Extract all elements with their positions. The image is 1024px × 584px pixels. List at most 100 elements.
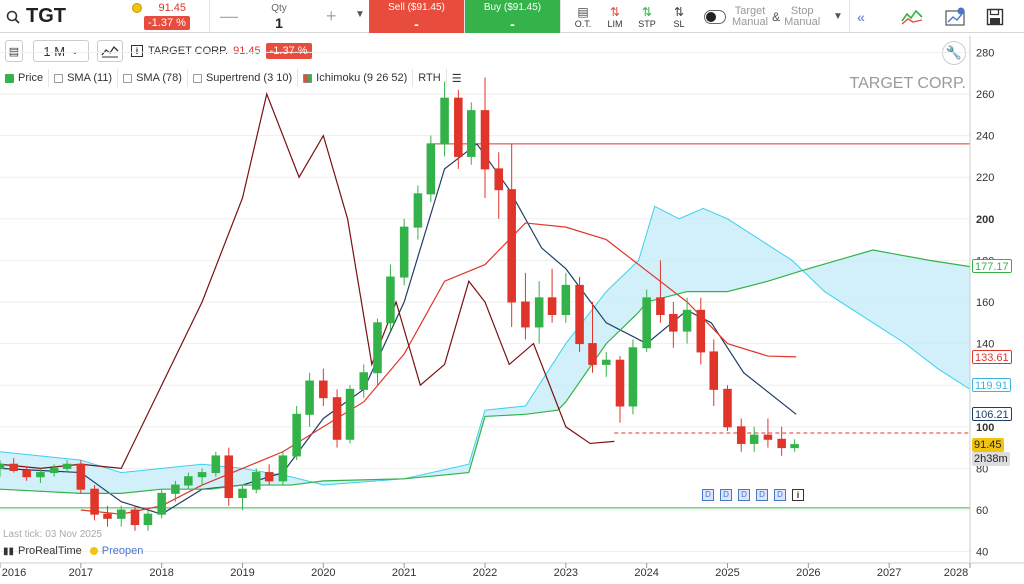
candle-body xyxy=(251,472,261,490)
qty-minus-button[interactable]: — xyxy=(220,6,238,26)
instrument-price: 91.45 xyxy=(233,45,261,57)
y-tick-label: 100 xyxy=(976,422,994,434)
candle-body xyxy=(454,97,463,157)
candle-body xyxy=(332,397,342,440)
candle-body xyxy=(494,168,504,191)
indicator-sma-11[interactable]: SMA (11) xyxy=(49,69,119,87)
y-axis: 406080100120140160180200220240260280 xyxy=(969,36,994,562)
chart-style-icon[interactable] xyxy=(97,40,123,62)
y-tick-label: 280 xyxy=(976,47,994,59)
indicator-label: SMA (78) xyxy=(136,72,182,84)
info-icon[interactable]: i xyxy=(792,489,804,501)
sell-button[interactable]: Sell ($91.45) - xyxy=(369,0,465,33)
x-tick-label: 2027 xyxy=(877,567,901,579)
y-tick-label: 200 xyxy=(976,214,994,226)
x-axis: 2016 2017 2018 2019 2020 2021 2022 2023 2024 2025… xyxy=(0,562,1024,579)
indicator-supertrend[interactable]: Supertrend (3 10) xyxy=(187,69,299,87)
ichimoku-cloud xyxy=(0,205,971,494)
x-tick-label: 2019 xyxy=(230,567,254,579)
x-tick-label: 2024 xyxy=(634,567,658,579)
x-tick-label: 2022 xyxy=(473,567,497,579)
qty-plus-button[interactable]: + xyxy=(326,6,337,26)
indicator-price[interactable]: Price xyxy=(0,69,50,87)
qty-input[interactable]: 1 xyxy=(275,15,283,31)
candle-body xyxy=(345,388,355,440)
candle-body xyxy=(521,301,530,328)
limit-order-button[interactable]: ⇅ LIM xyxy=(599,0,631,33)
indicator-sma-78[interactable]: SMA (78) xyxy=(118,69,188,87)
stop-order-label: STP xyxy=(638,18,656,29)
indicator-label: Supertrend (3 10) xyxy=(205,72,293,84)
timeframe-select[interactable]: 1 M ⌄ xyxy=(33,40,89,62)
x-tick-label: 2017 xyxy=(69,567,93,579)
indicator-label: RTH xyxy=(418,72,441,84)
candle-body xyxy=(413,193,423,228)
candle-body xyxy=(264,472,274,482)
stop-order-button[interactable]: ⇅ STP xyxy=(631,0,663,33)
order-type-button[interactable]: ▤ O.T. xyxy=(567,0,599,33)
chevron-down-icon[interactable]: ▼ xyxy=(355,9,365,20)
candles-icon: ▮▮ xyxy=(3,545,15,557)
candle-body xyxy=(157,492,166,515)
indicator-ichimoku[interactable]: Ichimoku (9 26 52) xyxy=(298,69,414,87)
chevron-down-icon[interactable]: ▼ xyxy=(833,11,843,22)
candle-body xyxy=(696,309,706,353)
candle-body xyxy=(507,189,516,303)
y-tick-label: 60 xyxy=(976,505,988,517)
candle-body xyxy=(426,143,436,195)
stop-limit-order-button[interactable]: ⇅ SL xyxy=(663,0,695,33)
buy-label: Buy ($91.45) xyxy=(483,1,542,13)
indicator-chart-icon[interactable] xyxy=(895,0,929,33)
candle-body xyxy=(615,359,625,407)
target-stop-panel: Target Manual & Stop Manual xyxy=(700,0,850,33)
event-icons: D D D D D i xyxy=(702,489,804,501)
candle-body xyxy=(709,351,719,390)
chart-watermark: TARGET CORP. xyxy=(850,75,966,92)
buy-button[interactable]: Buy ($91.45) - xyxy=(465,0,561,33)
layout-icon[interactable]: ▤ xyxy=(5,40,23,62)
candle-body xyxy=(642,297,651,349)
timeframe-value: 1 M xyxy=(43,43,66,59)
y-tick-label: 260 xyxy=(976,89,994,101)
candle-body xyxy=(36,472,45,478)
qty-label: Qty xyxy=(271,3,287,14)
candle-body xyxy=(373,322,382,374)
candle-body xyxy=(682,309,692,332)
header-change: -1.37 % xyxy=(144,16,190,30)
stop-group[interactable]: Stop Manual xyxy=(784,4,820,28)
checkbox-icon xyxy=(123,73,133,83)
target-stop-separator: & xyxy=(772,9,781,24)
ticker-symbol[interactable]: TGT xyxy=(26,5,66,27)
candle-body xyxy=(736,426,746,444)
target-stop-toggle[interactable] xyxy=(704,9,726,24)
dividend-icon[interactable]: D xyxy=(774,489,786,501)
candle-body xyxy=(763,434,773,440)
search-icon[interactable] xyxy=(6,10,20,24)
info-icon[interactable]: i xyxy=(131,45,143,57)
brand-row: ▮▮ ProRealTime Preopen xyxy=(3,545,143,557)
candle-body xyxy=(305,380,314,415)
price-tag: 133.61 xyxy=(972,349,1012,364)
dividend-icon[interactable]: D xyxy=(756,489,768,501)
price-tag: 119.91 xyxy=(972,378,1011,393)
dividend-icon[interactable]: D xyxy=(702,489,714,501)
save-icon[interactable] xyxy=(980,0,1010,33)
dividend-icon[interactable]: D xyxy=(720,489,732,501)
price-chart[interactable]: 406080100120140160180200220240260280 201… xyxy=(0,34,1024,584)
symbol-box[interactable]: TGT 91.45 -1.37 % xyxy=(0,0,210,33)
dividend-icon[interactable]: D xyxy=(738,489,750,501)
brand-name: ProRealTime xyxy=(18,545,82,557)
indicator-label: Price xyxy=(18,72,44,84)
order-type-label: O.T. xyxy=(574,18,592,29)
collapse-left-icon[interactable]: « xyxy=(857,8,865,25)
candle-body xyxy=(547,297,557,315)
target-group[interactable]: Target Manual xyxy=(732,5,768,28)
candle-body xyxy=(171,484,180,494)
buy-value: - xyxy=(510,15,515,32)
header-price: 91.45 xyxy=(158,2,186,14)
indicator-rth[interactable]: RTH xyxy=(413,69,447,87)
chart-toolbar: ▤ 1 M ⌄ i TARGET CORP. 91.45 -1.37 % xyxy=(0,37,312,65)
add-chart-icon[interactable] xyxy=(938,0,972,33)
stop-label: Stop xyxy=(790,4,814,17)
list-icon[interactable]: ☰ xyxy=(446,69,467,87)
